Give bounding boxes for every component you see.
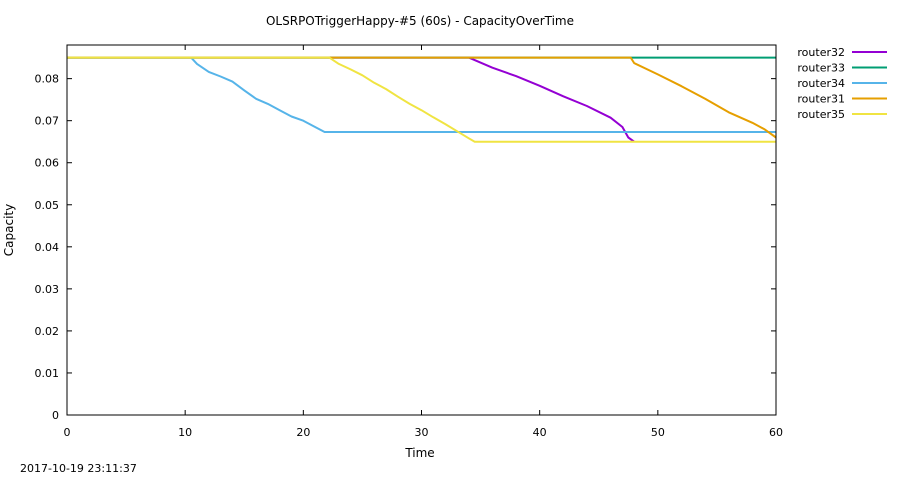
chart-title: OLSRPOTriggerHappy-#5 (60s) - CapacityOv… [266, 14, 574, 28]
plot-frame [66, 44, 777, 416]
y-tick-label: 0.01 [35, 367, 60, 380]
x-tick-label: 40 [533, 426, 547, 439]
x-tick-label: 30 [415, 426, 429, 439]
legend: router32 router33 router34 router31 router35 [797, 46, 887, 121]
x-tick-label: 20 [296, 426, 310, 439]
footer-timestamp: 2017-10-19 23:11:37 [20, 462, 137, 475]
y-tick-label: 0.05 [35, 199, 60, 212]
legend-label-router34: router34 [797, 77, 845, 90]
y-tick-label: 0.07 [35, 115, 60, 128]
legend-label-router35: router35 [797, 108, 845, 121]
legend-label-router31: router31 [797, 93, 845, 106]
x-tick-label: 10 [178, 426, 192, 439]
y-tick-label: 0.02 [35, 325, 60, 338]
y-axis-label: Capacity [2, 204, 16, 256]
legend-label-router33: router33 [797, 62, 845, 75]
series-line-router35 [67, 56, 776, 143]
y-tick-label: 0.08 [35, 73, 60, 86]
x-axis-label: Time [404, 446, 434, 460]
y-tick-label: 0.06 [35, 157, 60, 170]
x-tick-label: 50 [651, 426, 665, 439]
x-tick-label: 60 [769, 426, 783, 439]
legend-label-router32: router32 [797, 46, 845, 59]
x-axis-ticks: 0 10 20 30 40 50 60 [64, 45, 783, 439]
series-line-router34 [67, 56, 776, 133]
series-line-router31 [67, 56, 777, 139]
series-lines [67, 56, 777, 143]
x-tick-label: 0 [64, 426, 71, 439]
y-axis-ticks: 0 0.01 0.02 0.03 0.04 0.05 0.06 0.07 0.08 [35, 73, 776, 422]
y-tick-label: 0 [52, 409, 59, 422]
y-tick-label: 0.03 [35, 283, 60, 296]
y-tick-label: 0.04 [35, 241, 60, 254]
series-line-router32 [67, 56, 635, 143]
